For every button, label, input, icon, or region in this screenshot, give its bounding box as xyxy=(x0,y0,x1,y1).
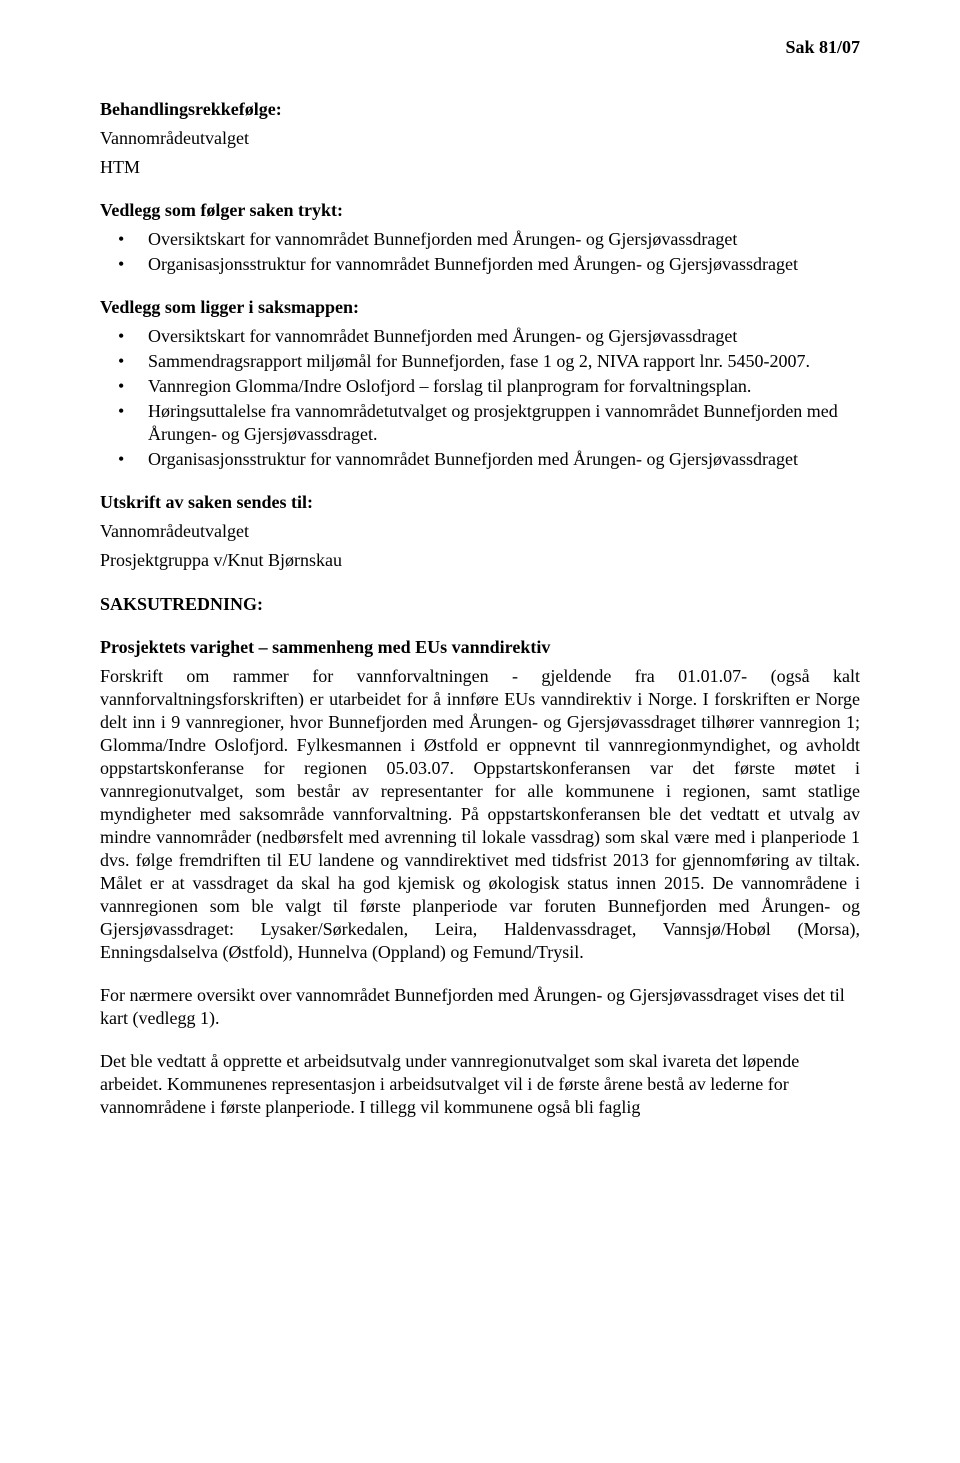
document-page: Sak 81/07 Behandlingsrekkefølge: Vannomr… xyxy=(0,0,960,1463)
list-item: Vannregion Glomma/Indre Oslofjord – fors… xyxy=(136,375,860,398)
section-prosjektets-varighet: Prosjektets varighet – sammenheng med EU… xyxy=(100,636,860,964)
heading-prosjektets-varighet: Prosjektets varighet – sammenheng med EU… xyxy=(100,636,860,659)
heading-utskrift: Utskrift av saken sendes til: xyxy=(100,491,860,514)
heading-saksutredning: SAKSUTREDNING: xyxy=(100,593,860,616)
paragraph-body: For nærmere oversikt over vannområdet Bu… xyxy=(100,984,860,1030)
list-item: Høringsuttalelse fra vannområdetutvalget… xyxy=(136,400,860,446)
list-item: Sammendragsrapport miljømål for Bunnefjo… xyxy=(136,350,860,373)
line-vannomradeutvalget: Vannområdeutvalget xyxy=(100,127,860,150)
list-item: Oversiktskart for vannområdet Bunnefjord… xyxy=(136,228,860,251)
paragraph-body: Forskrift om rammer for vannforvaltninge… xyxy=(100,665,860,964)
line-utskrift-2: Prosjektgruppa v/Knut Bjørnskau xyxy=(100,549,860,572)
list-item: Oversiktskart for vannområdet Bunnefjord… xyxy=(136,325,860,348)
line-utskrift-1: Vannområdeutvalget xyxy=(100,520,860,543)
heading-vedlegg-saksmappen: Vedlegg som ligger i saksmappen: xyxy=(100,296,860,319)
list-item: Organisasjonsstruktur for vannområdet Bu… xyxy=(136,448,860,471)
heading-vedlegg-trykt: Vedlegg som følger saken trykt: xyxy=(100,199,860,222)
heading-behandlingsrekkefolge: Behandlingsrekkefølge: xyxy=(100,98,860,121)
section-vedlegg-trykt: Vedlegg som følger saken trykt: Oversikt… xyxy=(100,199,860,276)
list-vedlegg-saksmappen: Oversiktskart for vannområdet Bunnefjord… xyxy=(100,325,860,471)
list-item: Organisasjonsstruktur for vannområdet Bu… xyxy=(136,253,860,276)
paragraph-body: Det ble vedtatt å opprette et arbeidsutv… xyxy=(100,1050,860,1119)
section-saksutredning: SAKSUTREDNING: xyxy=(100,593,860,616)
list-vedlegg-trykt: Oversiktskart for vannområdet Bunnefjord… xyxy=(100,228,860,276)
section-arbeidsutvalg: Det ble vedtatt å opprette et arbeidsutv… xyxy=(100,1050,860,1119)
section-behandlingsrekkefolge: Behandlingsrekkefølge: Vannområdeutvalge… xyxy=(100,98,860,179)
section-utskrift: Utskrift av saken sendes til: Vannområde… xyxy=(100,491,860,572)
line-htm: HTM xyxy=(100,156,860,179)
sak-number: Sak 81/07 xyxy=(785,36,860,59)
section-oversikt: For nærmere oversikt over vannområdet Bu… xyxy=(100,984,860,1030)
section-vedlegg-saksmappen: Vedlegg som ligger i saksmappen: Oversik… xyxy=(100,296,860,471)
